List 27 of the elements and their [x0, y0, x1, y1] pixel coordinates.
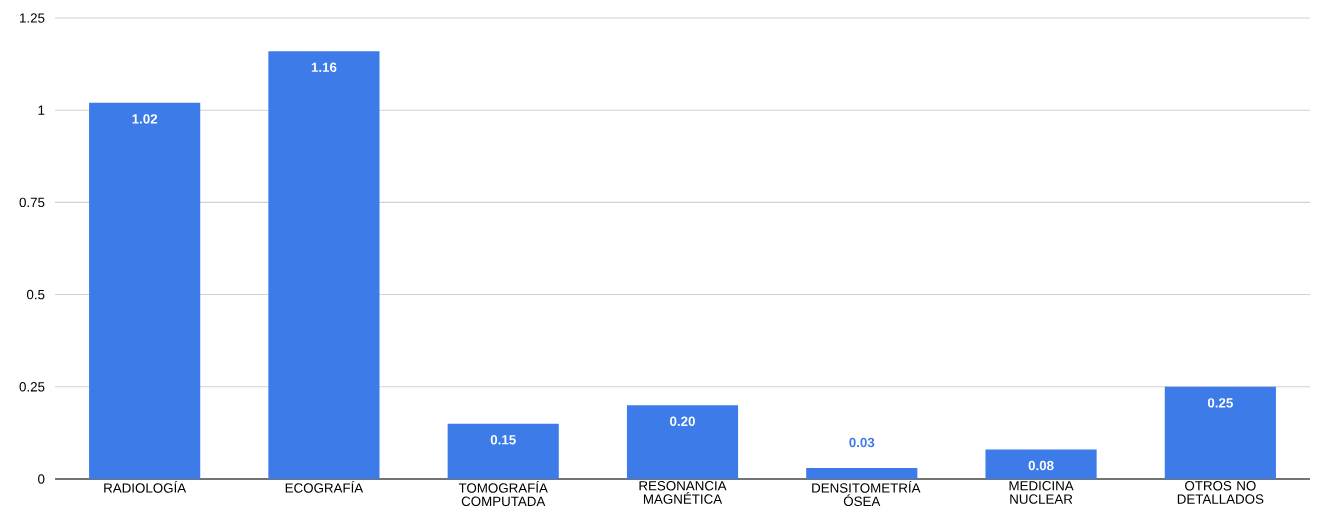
x-tick-label: DENSITOMETRÍA ÓSEA — [812, 481, 921, 507]
bar — [1164, 386, 1276, 479]
x-tick-label: RESONANCIA MAGNÉTICA — [639, 481, 727, 504]
y-tick-label: 0.5 — [26, 289, 45, 300]
data-label: 1.16 — [311, 62, 337, 72]
bar — [626, 405, 739, 479]
y-tick-label: 0.75 — [19, 197, 45, 208]
x-tick-label: MEDICINA NUCLEAR — [1009, 481, 1074, 504]
data-label: 0.20 — [670, 416, 695, 427]
data-label: 0.15 — [490, 435, 516, 445]
x-tick-label: RADIOLOGÍA — [104, 481, 187, 493]
bar — [985, 449, 1097, 479]
bar — [89, 102, 201, 479]
y-tick-label: 0.25 — [19, 382, 45, 392]
data-label: 0.25 — [1207, 398, 1233, 408]
data-label: 0.08 — [1028, 460, 1054, 471]
x-tick-label: TOMOGRAFÍA COMPUTADA — [458, 481, 548, 507]
y-tick-label: 1.25 — [20, 13, 45, 23]
bar — [447, 423, 559, 479]
x-tick-label: ECOGRAFÍA — [285, 481, 364, 493]
y-tick-label: 1 — [38, 105, 45, 115]
x-tick-label: OTROS NO DETALLADOS — [1177, 481, 1264, 504]
y-tick-label: 0 — [38, 474, 45, 484]
data-label: 1.02 — [132, 114, 158, 124]
data-label: 0.03 — [849, 437, 875, 448]
bar — [268, 51, 380, 479]
bar — [806, 467, 918, 479]
